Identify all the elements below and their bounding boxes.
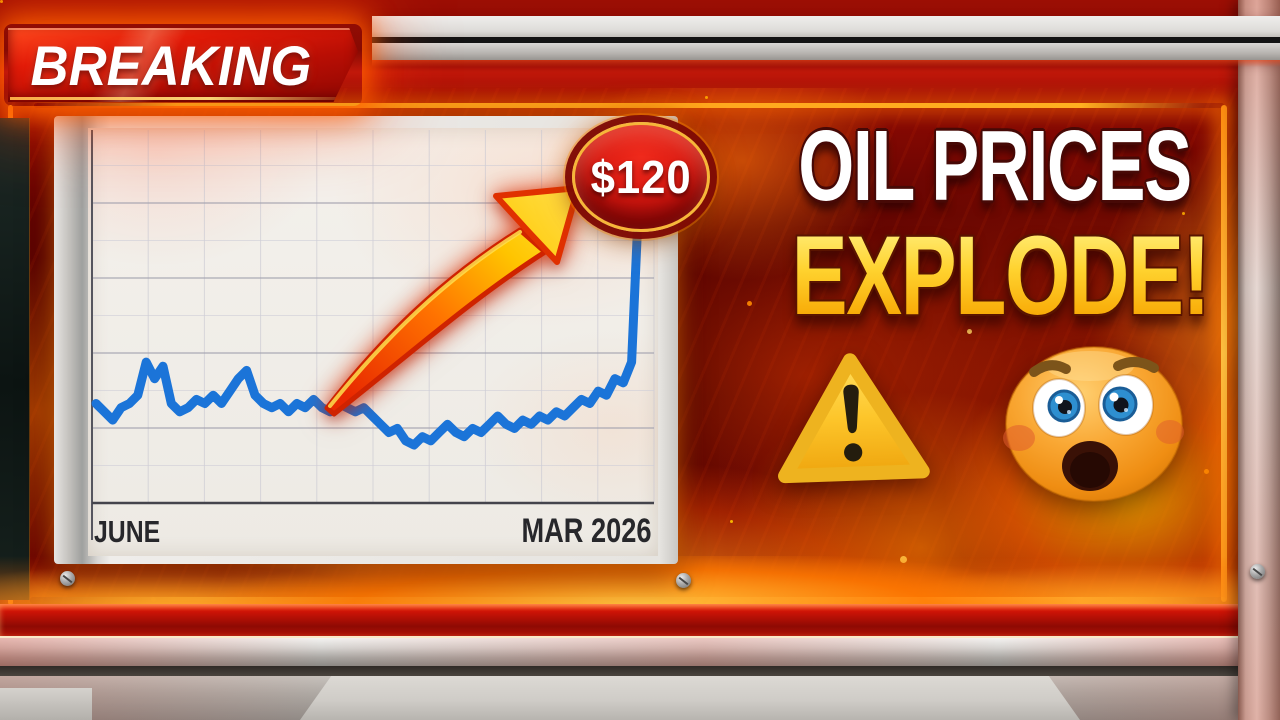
- shocked-face-icon: [1003, 346, 1184, 502]
- arrow-body-highlight: [328, 230, 522, 408]
- x-axis-end-label: MAR 2026: [521, 512, 652, 550]
- screw-icon: [60, 571, 75, 586]
- desk-red-band: [0, 604, 1280, 636]
- desk-silver-bar: [0, 636, 1280, 666]
- up-arrow: [324, 185, 581, 417]
- headline-line1: OIL PRICES: [798, 110, 1192, 222]
- screw-icon: [1250, 564, 1265, 579]
- lava-glow-strip: [0, 556, 1280, 604]
- left-dark-panel: [0, 118, 30, 600]
- warning-triangle-icon: [778, 353, 930, 484]
- desk-slab: [300, 676, 1080, 720]
- price-chart: [91, 130, 655, 540]
- headline-line2: EXPLODE!: [791, 213, 1211, 338]
- desk-step-left: [0, 688, 92, 720]
- price-callout-badge: $120: [572, 122, 710, 232]
- frame-glow-top: [34, 103, 1224, 108]
- arrow-body: [324, 227, 548, 417]
- x-axis-start-label: JUNE: [94, 514, 161, 549]
- price-callout-value: $120: [590, 151, 692, 203]
- headline: OIL PRICES EXPLODE!: [722, 116, 1214, 332]
- breaking-banner: BREAKING: [8, 28, 358, 102]
- arrow-head: [493, 185, 581, 265]
- top-rail-stripe: [372, 37, 1280, 43]
- ember-particles: [0, 0, 3, 3]
- right-pillar: [1238, 0, 1280, 720]
- top-rail-reflection: [372, 60, 1280, 67]
- desk-dark-seam: [0, 666, 1280, 676]
- top-rail: [372, 16, 1280, 67]
- screw-icon: [676, 573, 691, 588]
- chart-board: JUNE MAR 2026: [54, 116, 678, 564]
- breaking-banner-label: BREAKING: [30, 33, 312, 97]
- frame-glow-right: [1221, 105, 1227, 602]
